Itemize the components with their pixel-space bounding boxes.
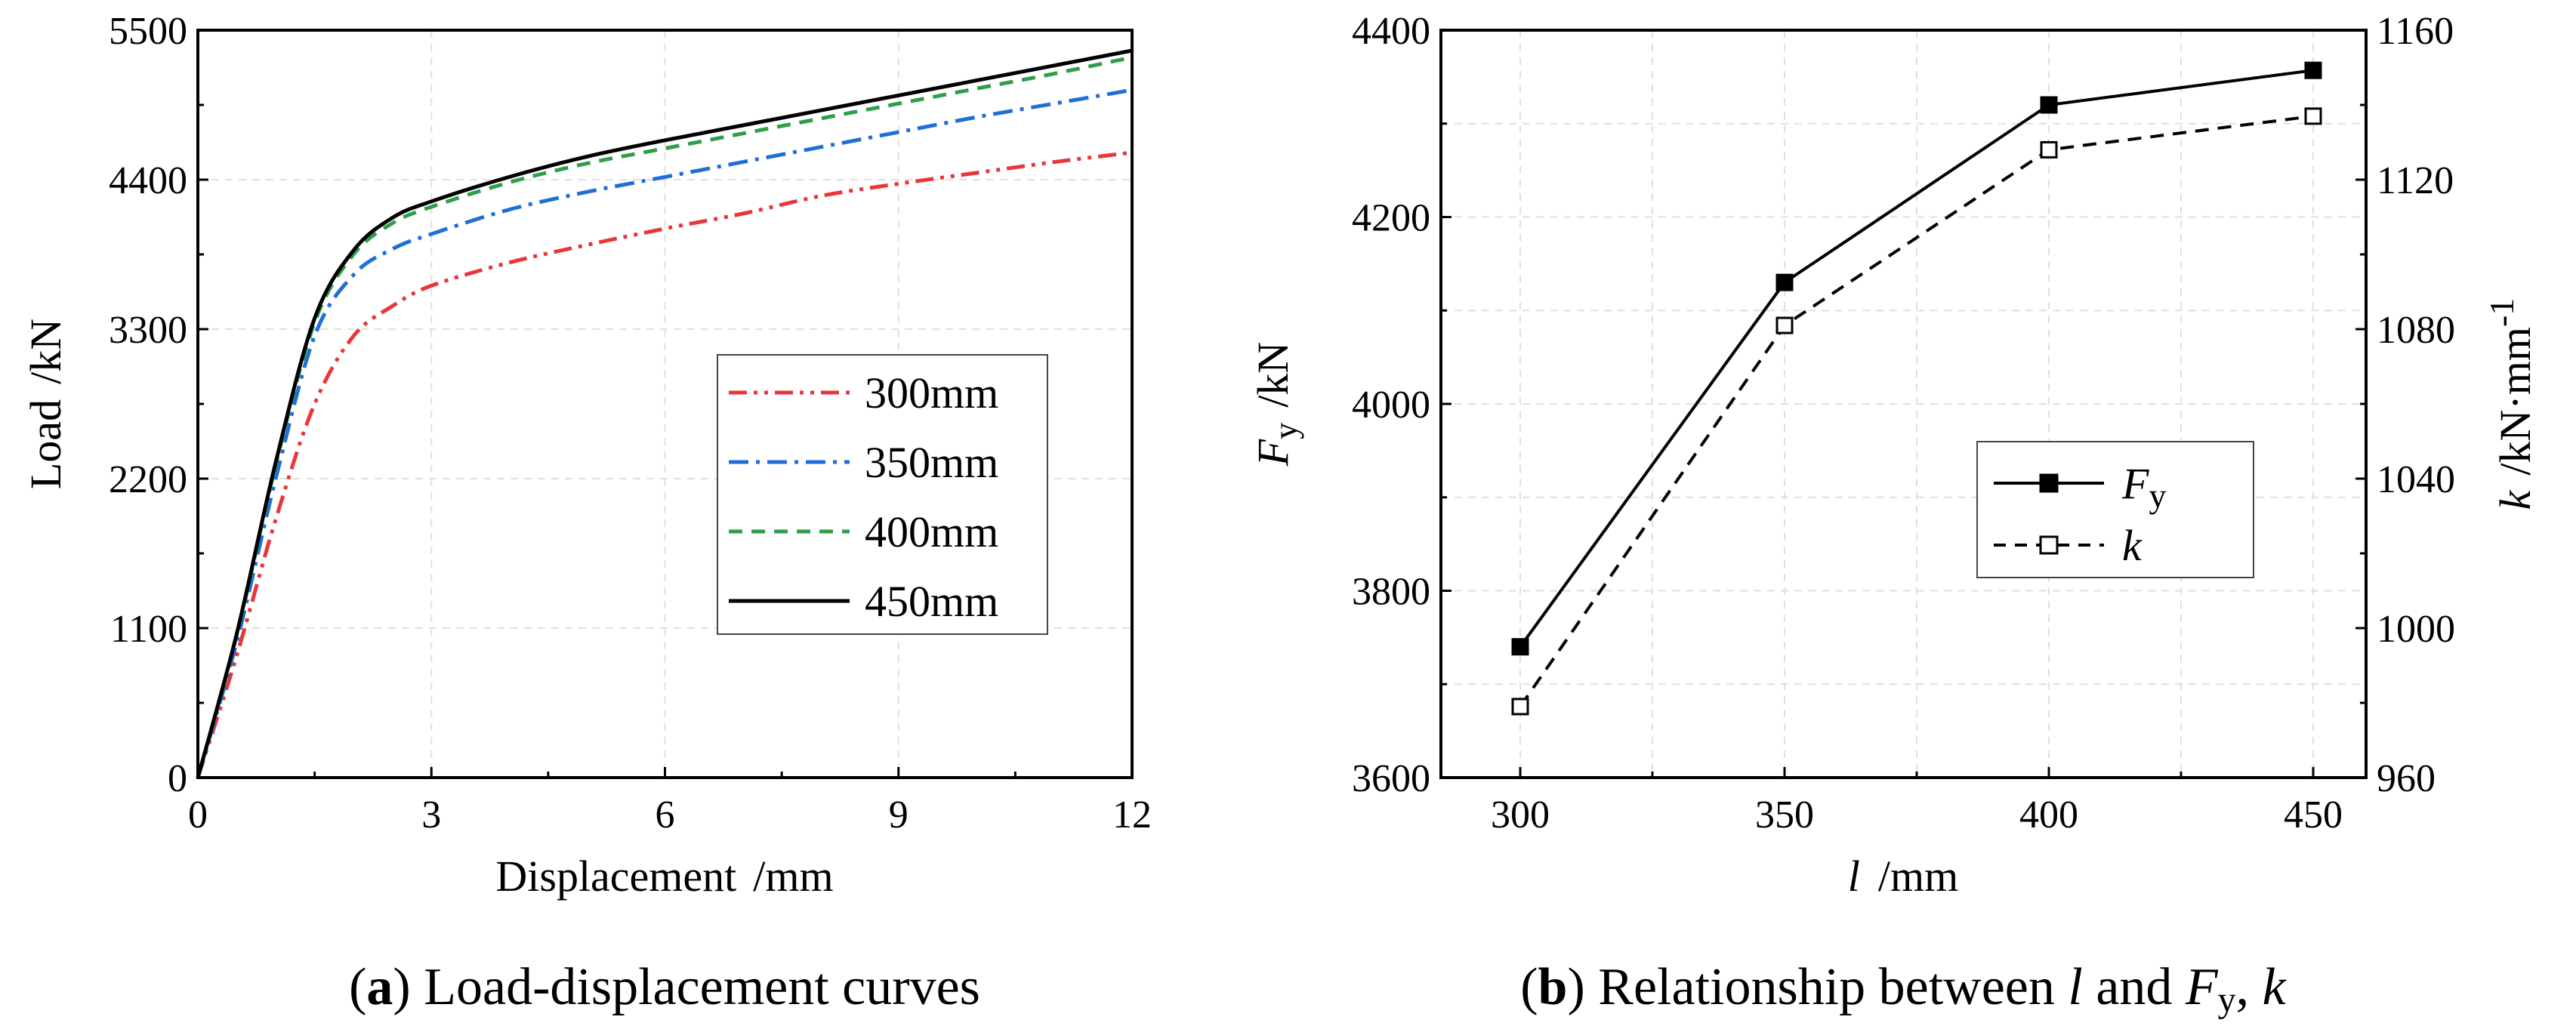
series-point-F [2040,96,2058,114]
y-tick-label: 1100 [110,608,187,651]
x-tick-label: 300 [1491,793,1550,836]
legend-fy-label: Fy [2121,459,2166,515]
x-tick-label: 12 [1112,793,1152,836]
y2-tick-label: 960 [2377,757,2436,800]
x-tick-label: 0 [188,793,208,836]
y-tick-label: 0 [168,757,187,800]
panel-b-relationship: 300 350 400 450 3600 3800 4000 4200 4400 960 1000 1… [1248,10,2540,1020]
legend-fy-marker [2039,473,2059,493]
panel-b-ticks: 300 350 400 450 3600 3800 4000 4200 4400 960 1000 1… [1352,10,2455,836]
series-line-k [1519,114,2314,708]
series-line-F [1519,69,2314,648]
legend-k-label: k [2122,521,2143,570]
y-tick-label: 4200 [1352,197,1430,240]
panel-b-caption: (b) Relationship between l and Fy, k [1520,958,2287,1020]
series-point-k [1775,316,1794,334]
panel-b-y2-axis-label: k/kN·mm-1 [2482,298,2540,510]
panel-b-series [1511,61,2322,716]
y2-tick-label: 1040 [2377,458,2455,501]
legend-label-300mm: 300mm [865,368,998,417]
y-tick-label: 2200 [109,458,187,501]
panel-b-grid [1441,30,2366,778]
y-tick-label: 4000 [1352,384,1430,427]
panel-a-caption: (a) Load-displacement curves [349,958,980,1016]
series-point-k [2304,107,2322,125]
x-tick-label: 450 [2284,793,2343,836]
y-tick-label: 3800 [1352,571,1430,614]
panel-b-y-axis-label: Fy/kN [1248,342,1304,467]
panel-a-legend-entries: 300mm 350mm 400mm 450mm [729,368,998,626]
legend-k-marker [2039,535,2059,555]
series-line-450mm [196,48,1133,778]
legend-label-400mm: 400mm [865,507,998,556]
x-tick-label: 6 [656,793,675,836]
x-tick-label: 9 [889,793,909,836]
y2-tick-label: 1080 [2377,309,2455,352]
panel-a-y-axis-label: Load/kN [21,319,70,489]
panel-a-load-displacement: 0 3 6 9 12 0 1100 2200 3300 4400 5500 Load/kN Disp… [21,10,1152,1016]
series-point-F [1511,638,1529,656]
panel-a-legend-box [717,354,1048,635]
series-point-k [2040,140,2058,159]
legend-label-450mm: 450mm [865,577,998,626]
y2-tick-label: 1120 [2377,159,2454,202]
panel-b-legend-box [1976,441,2254,578]
y-tick-label: 3300 [109,309,187,352]
series-point-F [1775,273,1794,291]
panel-b-x-axis-label: l/mm [1848,852,1958,901]
y-tick-label: 4400 [109,159,187,202]
panel-a-ticks: 0 3 6 9 12 0 1100 2200 3300 4400 5500 [109,10,1152,836]
x-tick-label: 350 [1755,793,1814,836]
y-tick-label: 3600 [1352,757,1430,800]
y-tick-label: 4400 [1352,10,1430,53]
panel-a-legend: 300mm 350mm 400mm 450mm [717,354,1048,635]
panel-b-legend: Fy k [1976,441,2254,578]
legend-label-350mm: 350mm [865,438,998,487]
y2-tick-label: 1160 [2377,10,2454,53]
panel-a-grid [198,30,1132,778]
x-tick-label: 3 [421,793,441,836]
panel-a-series [196,48,1133,778]
series-line-350mm [196,88,1133,778]
y2-tick-label: 1000 [2377,608,2455,651]
panel-a-x-axis-label: Displacement/mm [495,852,833,901]
x-tick-label: 400 [2019,793,2078,836]
series-point-k [1511,698,1529,716]
y-tick-label: 5500 [109,10,187,53]
series-point-F [2304,61,2322,79]
